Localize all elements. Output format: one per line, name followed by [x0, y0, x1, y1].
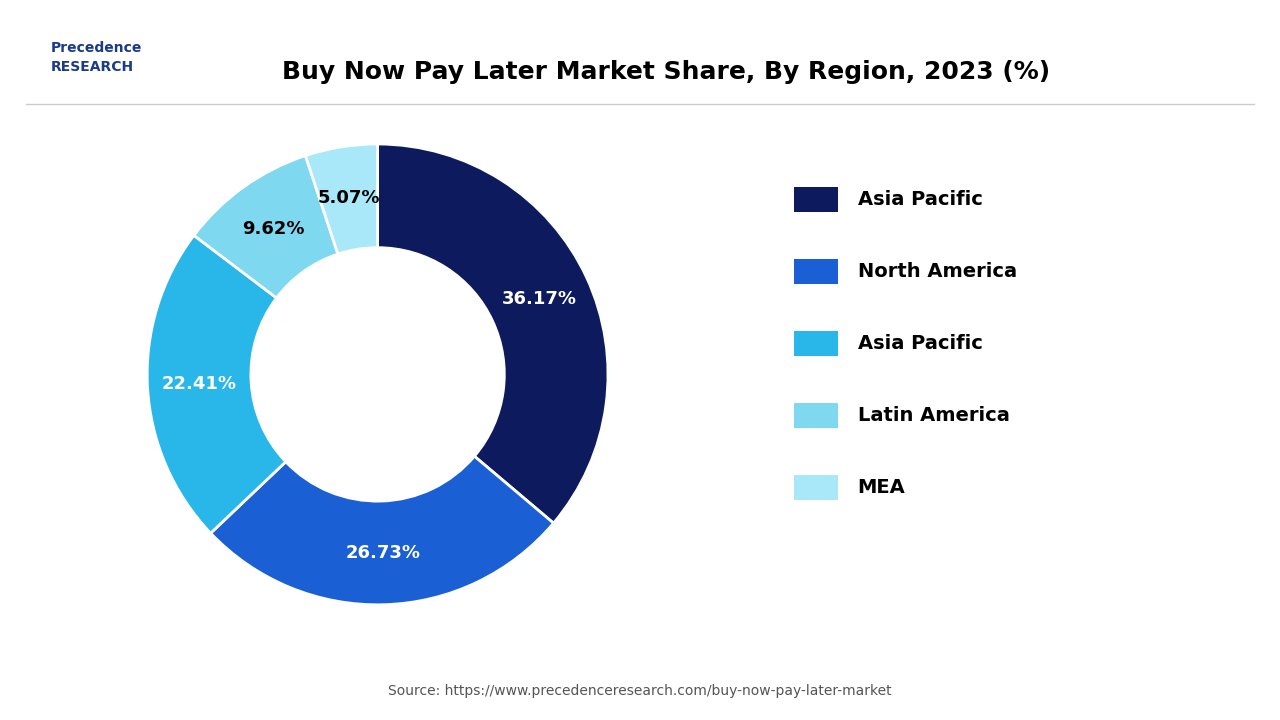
Text: Buy Now Pay Later Market Share, By Region, 2023 (%): Buy Now Pay Later Market Share, By Regio…	[282, 60, 1050, 84]
Wedge shape	[306, 144, 378, 254]
Wedge shape	[193, 156, 338, 298]
Wedge shape	[378, 144, 608, 523]
Text: 36.17%: 36.17%	[502, 290, 577, 308]
Text: 22.41%: 22.41%	[161, 375, 237, 393]
Text: 26.73%: 26.73%	[346, 544, 420, 562]
Text: Source: https://www.precedenceresearch.com/buy-now-pay-later-market: Source: https://www.precedenceresearch.c…	[388, 684, 892, 698]
Text: 9.62%: 9.62%	[242, 220, 305, 238]
Text: Precedence
RESEARCH: Precedence RESEARCH	[51, 41, 142, 74]
Text: 5.07%: 5.07%	[317, 189, 380, 207]
Text: MEA: MEA	[858, 478, 905, 497]
Text: Asia Pacific: Asia Pacific	[858, 334, 983, 353]
Wedge shape	[211, 456, 553, 605]
Text: Latin America: Latin America	[858, 406, 1010, 425]
Text: North America: North America	[858, 262, 1016, 281]
Wedge shape	[147, 235, 285, 534]
Text: Asia Pacific: Asia Pacific	[858, 190, 983, 209]
